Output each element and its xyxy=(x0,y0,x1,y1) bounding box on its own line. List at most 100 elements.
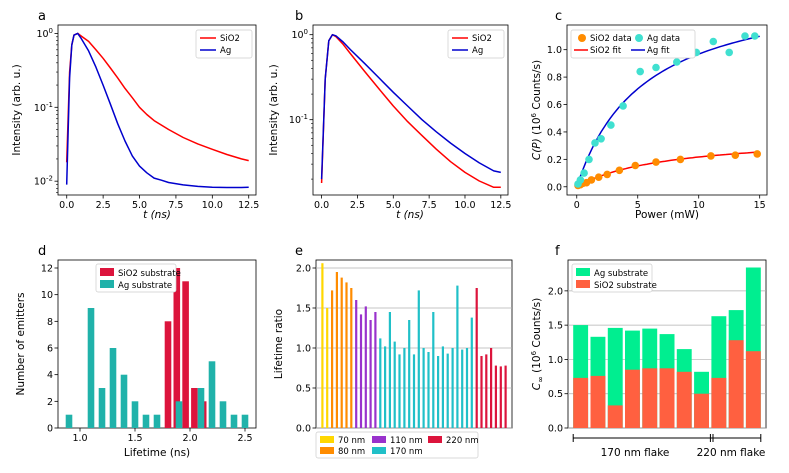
panel-b-xlabel: t (ns) xyxy=(396,209,424,221)
panel-a: 0.0 2.5 5.0 7.5 10.0 12.5 10-2 10-1 100 t (ns) I… xyxy=(11,24,259,221)
bar-sio2 xyxy=(590,375,606,428)
bar-170nm xyxy=(384,346,387,428)
x-tick-label: 10.0 xyxy=(454,200,475,211)
y-tick-label: 1.0 xyxy=(547,45,562,56)
panel-e-bars xyxy=(321,263,507,428)
bar-80nm xyxy=(345,282,348,428)
legend-swatch-ag xyxy=(576,268,590,276)
panel-a-legend: SiO2 Ag xyxy=(195,29,253,59)
x-tick-label: 7.5 xyxy=(168,200,183,211)
bar-170nm xyxy=(427,352,430,428)
y-tick-label: 2.0 xyxy=(296,264,311,275)
bar-ag xyxy=(120,374,128,428)
x-tick-label: 2.5 xyxy=(96,200,111,211)
y-tick-label: 0.6 xyxy=(547,100,562,111)
panel-a-xlabel: t (ns) xyxy=(143,209,171,221)
y-tick-label: 2 xyxy=(47,397,53,408)
y-tick-label: 1.5 xyxy=(296,304,311,315)
bar-ag xyxy=(219,401,227,428)
data-point-sio2-data xyxy=(631,161,640,170)
data-point-ag-data xyxy=(725,48,733,57)
data-point-sio2-data xyxy=(731,151,740,159)
x-tick-label: 2.0 xyxy=(182,433,197,444)
bar-170nm xyxy=(398,354,401,428)
y-tick-label: 10-1 xyxy=(289,113,308,126)
x-tick-label: 1.5 xyxy=(127,433,142,444)
legend-swatch-80 xyxy=(320,447,334,454)
legend-box xyxy=(571,263,653,293)
bar-220nm xyxy=(475,288,478,428)
data-point-ag-data xyxy=(597,135,605,143)
data-point-ag-data xyxy=(652,63,660,72)
legend-ag: Ag substrate xyxy=(594,269,648,279)
bar-170nm xyxy=(465,348,469,428)
data-point-ag-data xyxy=(591,139,599,147)
y-tick-label: 0.0 xyxy=(548,424,563,435)
bar-170nm xyxy=(456,285,459,428)
bar-80nm xyxy=(340,277,343,428)
x-tick-label: 0 xyxy=(574,200,580,211)
bar-170nm xyxy=(412,354,416,428)
bar-ag xyxy=(153,414,161,428)
bar-sio2 xyxy=(164,321,172,428)
panel-c-axes: 0 5 10 15 0.0 0.2 0.4 0.6 0.8 1.0 xyxy=(547,45,766,211)
x-tick-label: 5.0 xyxy=(132,200,147,211)
bar-ag xyxy=(175,401,183,428)
x-tick-label: 2.5 xyxy=(237,433,252,444)
bar-170nm xyxy=(417,290,420,428)
ylabel-main: C xyxy=(531,382,543,390)
bar-170nm xyxy=(388,312,391,428)
bar-70nm xyxy=(321,263,324,428)
y-tick-label: 8 xyxy=(47,317,53,328)
y-tick-label: 0.5 xyxy=(548,389,563,400)
bar-sio2 xyxy=(607,405,623,428)
panel-d-label: d xyxy=(38,244,46,259)
data-point-ag-data xyxy=(709,37,718,46)
panel-e-label: e xyxy=(295,244,303,259)
bar-170nm xyxy=(422,348,425,428)
bar-110nm xyxy=(374,312,377,428)
legend-ag-data: Ag data xyxy=(647,34,680,44)
panel-a-label: a xyxy=(38,9,46,24)
bar-sio2 xyxy=(659,368,675,428)
legend-220nm: 220 nm xyxy=(446,436,479,446)
bar-220nm xyxy=(499,366,502,428)
panel-d-bars xyxy=(65,268,249,428)
legend-170nm: 170 nm xyxy=(390,447,423,457)
y-tick-label: 100 xyxy=(291,28,308,41)
bar-80nm xyxy=(350,288,353,428)
panel-a-series xyxy=(65,32,249,189)
bar-ag xyxy=(109,348,117,428)
bar-ag xyxy=(208,361,216,428)
ylabel-sub: ∞ xyxy=(536,376,545,383)
legend-box xyxy=(447,29,505,59)
x-tick-label: 1.0 xyxy=(72,433,87,444)
panel-d-xlabel: Lifetime (ns) xyxy=(124,447,190,459)
x-tick-label: 2.5 xyxy=(350,200,365,211)
bar-170nm xyxy=(451,348,454,428)
data-point-sio2-data xyxy=(707,152,715,160)
bar-sio2 xyxy=(573,377,589,428)
fit-line-ag-fit xyxy=(576,35,760,188)
ylabel-exp: 6 xyxy=(530,350,538,355)
data-point-sio2-data xyxy=(676,155,685,164)
bar-sio2 xyxy=(642,368,658,428)
bar-170nm xyxy=(437,356,440,428)
bar-sio2 xyxy=(182,281,189,428)
legend-swatch-ag xyxy=(100,280,114,288)
data-point-sio2-data xyxy=(603,170,611,179)
panel-b-frame xyxy=(312,24,509,196)
legend-sio2: SiO2 substrate xyxy=(118,269,181,279)
bar-ag xyxy=(197,388,205,428)
x-tick-label: 12.5 xyxy=(238,200,259,211)
bar-170nm xyxy=(393,341,396,428)
y-tick-label: 10-2 xyxy=(34,175,53,188)
legend-110nm: 110 nm xyxy=(390,436,423,446)
legend-80nm: 80 nm xyxy=(338,447,365,457)
bar-220nm xyxy=(480,356,483,428)
bar-220nm xyxy=(504,365,507,428)
data-point-sio2-data xyxy=(594,173,603,181)
ylabel-tail: Counts/s) xyxy=(531,60,543,113)
panel-b-label: b xyxy=(295,9,303,24)
ylabel-main: C(P) xyxy=(531,138,543,160)
